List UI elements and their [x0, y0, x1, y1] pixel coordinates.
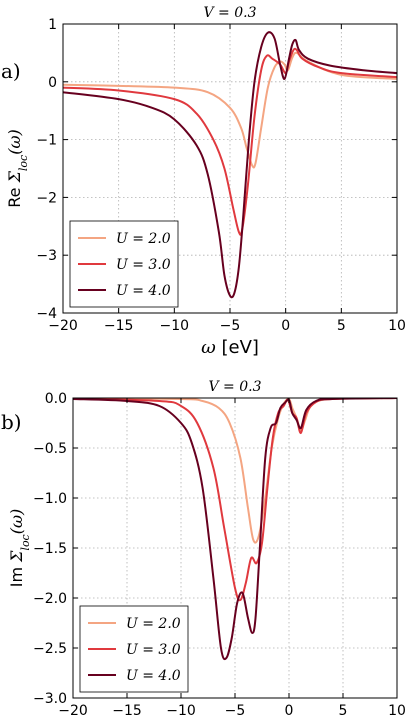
x-axis-label: ω [eV] — [201, 337, 259, 358]
y-tick-label: −1.5 — [33, 541, 67, 557]
legend-label: U = 4.0 — [116, 283, 171, 299]
series-line-2 — [73, 398, 397, 602]
legend-label: U = 4.0 — [126, 668, 181, 684]
x-tick-label: −15 — [104, 318, 134, 334]
y-axis-label: Im Σloc(ω) — [7, 509, 32, 588]
panel-2: −20 −15 −10 −5 0 5 10 −3.0 −2.5 −2.0 −1.5 −1.0 −0.5 0… — [1, 379, 406, 723]
y-tick-label: −2.5 — [33, 641, 67, 657]
series-line-3 — [73, 398, 397, 661]
y-tick-label: −1 — [36, 133, 57, 149]
x-tick-label: −20 — [48, 318, 78, 334]
x-tick-label: −10 — [166, 703, 196, 719]
y-tick-label: −2.0 — [33, 591, 67, 607]
legend: U = 2.0 U = 3.0 U = 4.0 — [69, 220, 179, 308]
y-tick-label: 0.0 — [45, 391, 67, 407]
x-tick-label: −15 — [112, 703, 142, 719]
y-tick-label: −3.0 — [33, 691, 67, 707]
panel-label: b) — [1, 410, 22, 434]
legend-label: U = 2.0 — [126, 616, 181, 632]
y-axis-label: Re Σloc(ω) — [5, 129, 30, 207]
plot-title: V = 0.3 — [203, 5, 256, 21]
panel-label: a) — [1, 59, 21, 83]
y-tick-label: −4 — [36, 306, 57, 322]
y-tick-label: 1 — [48, 17, 57, 33]
x-tick-label: −10 — [160, 318, 190, 334]
x-tick-label: 0 — [281, 318, 290, 334]
x-tick-label: 5 — [339, 703, 348, 719]
y-tick-label: −3 — [36, 248, 57, 264]
x-tick-label: −20 — [58, 703, 88, 719]
y-tick-label: 0 — [48, 75, 57, 91]
y-tick-label: −1.0 — [33, 491, 67, 507]
legend-label: U = 3.0 — [126, 642, 181, 658]
series-group — [63, 31, 397, 299]
x-tick-label: 10 — [388, 703, 406, 719]
legend-label: U = 2.0 — [116, 231, 171, 247]
x-tick-label: −5 — [225, 703, 246, 719]
x-tick-label: 10 — [388, 318, 406, 334]
y-tick-label: −2 — [36, 190, 57, 206]
series-line-3 — [63, 31, 397, 299]
x-tick-label: −5 — [220, 318, 241, 334]
legend-label: U = 3.0 — [116, 257, 171, 273]
y-tick-label: −0.5 — [33, 441, 67, 457]
series-line-2 — [63, 47, 397, 236]
plot-title: V = 0.3 — [208, 379, 261, 395]
x-tick-label: 0 — [285, 703, 294, 719]
legend: U = 2.0 U = 3.0 U = 4.0 — [79, 605, 189, 693]
x-tick-label: 5 — [337, 318, 346, 334]
series-line-1 — [63, 51, 397, 169]
series-group — [73, 398, 397, 661]
